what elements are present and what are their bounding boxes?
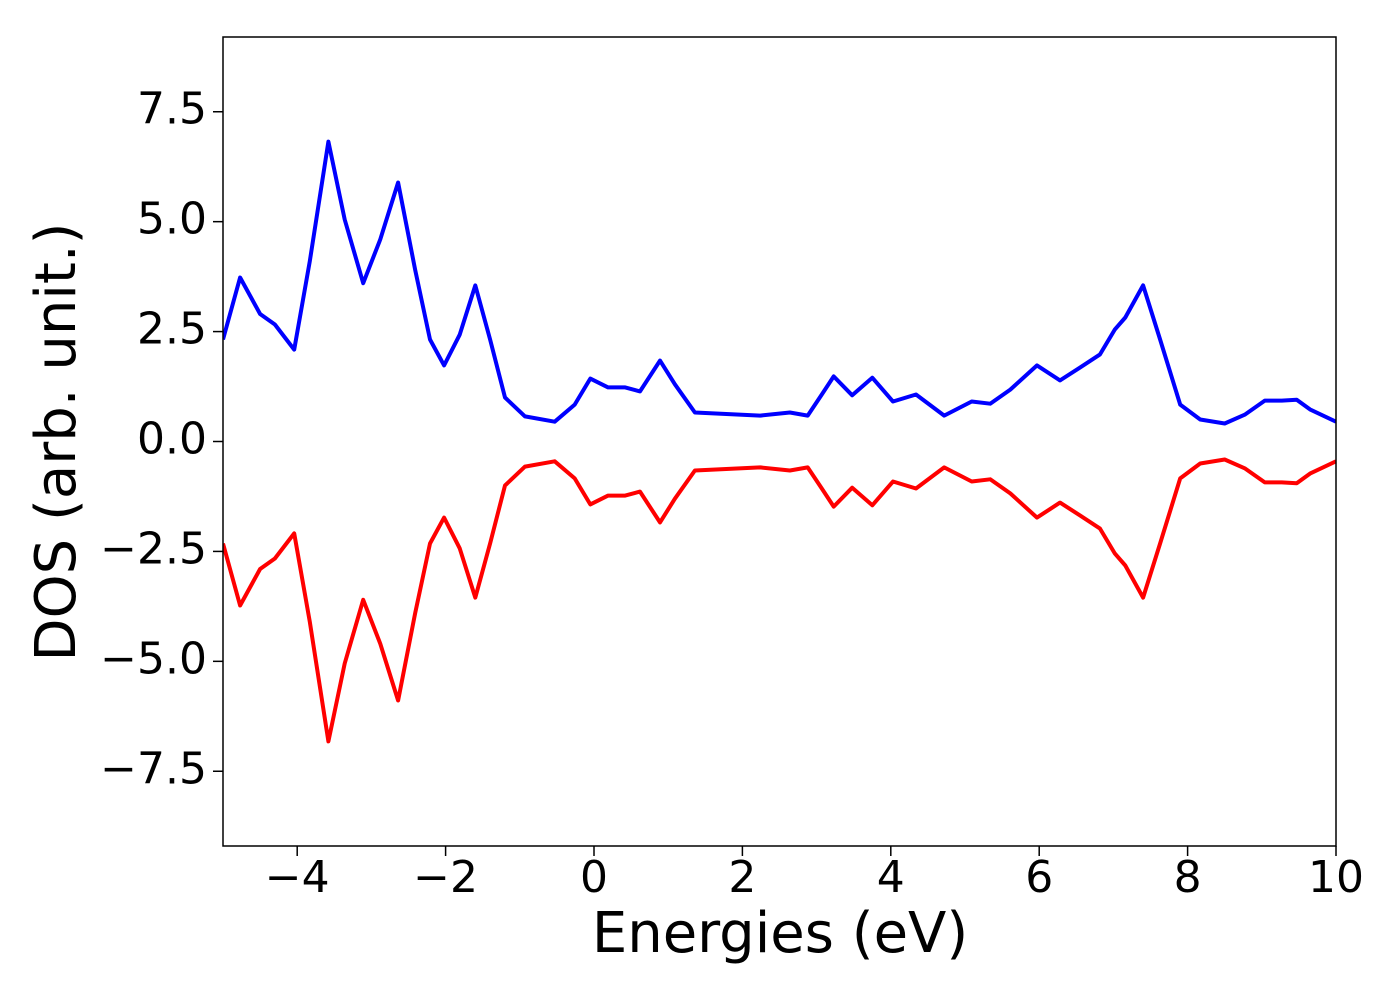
x-tick-label: 0 — [580, 852, 608, 903]
x-tick-label: −4 — [265, 852, 330, 903]
y-tick-label: 0.0 — [137, 414, 207, 465]
x-tick-label: 2 — [728, 852, 756, 903]
y-tick-label: −5.0 — [100, 633, 207, 684]
x-tick-label: 8 — [1174, 852, 1202, 903]
y-axis-label: DOS (arb. unit.) — [24, 222, 89, 661]
x-tick-label: 6 — [1025, 852, 1053, 903]
plot-frame — [222, 36, 1337, 847]
y-tick-label: −7.5 — [100, 743, 207, 794]
y-tick-label: 2.5 — [137, 304, 207, 355]
x-tick-label: −2 — [413, 852, 478, 903]
x-tick-label: 10 — [1308, 852, 1364, 903]
x-axis-label: Energies (eV) — [592, 901, 968, 966]
data-line — [223, 457, 1336, 744]
y-tick-label: 7.5 — [137, 84, 207, 135]
x-tick-label: 4 — [877, 852, 905, 903]
y-tick-label: −2.5 — [100, 523, 207, 574]
data-line — [223, 139, 1336, 426]
y-tick-label: 5.0 — [137, 194, 207, 245]
